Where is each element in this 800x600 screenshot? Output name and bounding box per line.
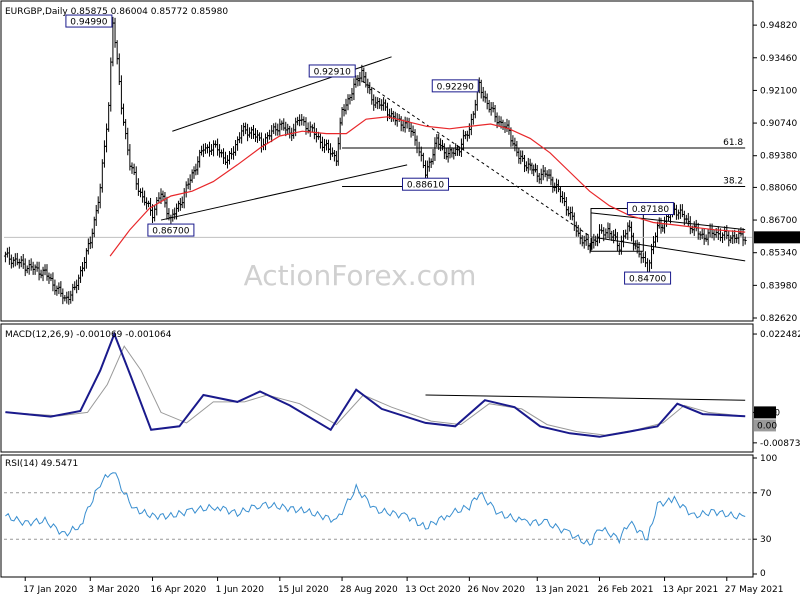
rsi-y-tick-label: 100 [760, 454, 777, 464]
macd-tag-1: 0.00 [757, 408, 777, 418]
macd-title: MACD(12,26,9) -0.001069 -0.001064 [5, 330, 172, 340]
macd-trendline-0 [425, 394, 746, 401]
x-tick-label: 13 Apr 2021 [663, 585, 719, 595]
macd-lines [5, 331, 746, 438]
x-tick-label: 28 Aug 2020 [340, 585, 398, 595]
price-label-0: 0.94990 [65, 14, 113, 28]
price-label-text: 0.86700 [152, 227, 189, 237]
price-label-text: 0.92910 [314, 67, 351, 77]
rsi-title: RSI(14) 49.5471 [5, 459, 78, 469]
price-label-text: 0.92290 [437, 82, 474, 92]
x-axis: 17 Jan 2020 3 Mar 2020 16 Apr 2020 1 Jun 20… [23, 577, 783, 595]
y-tick-label: 0.90740 [760, 119, 797, 129]
price-label-text: 0.87180 [632, 205, 669, 215]
y-tick-label: 0.85340 [760, 249, 797, 259]
x-tick-label: 13 Jan 2021 [535, 585, 589, 595]
dashed-trendline-0 [347, 70, 592, 238]
price-label-box [308, 64, 356, 78]
rsi-line [5, 472, 746, 546]
price-label-text: 0.94990 [70, 18, 107, 28]
price-label-box [431, 79, 479, 93]
x-tick-label: 16 Apr 2020 [151, 585, 207, 595]
watermark: ActionForex.com [244, 259, 477, 292]
ohlc-bar [743, 236, 747, 245]
macd-y-tick-label: 0.022482 [760, 330, 800, 340]
x-tick-label: 26 Feb 2021 [597, 585, 653, 595]
price-label-box [624, 271, 672, 285]
rsi-y-tick-label: 0 [760, 569, 766, 579]
x-tick-label: 17 Jan 2020 [23, 585, 77, 595]
price-label-2: 0.92910 [308, 64, 356, 78]
rsi-pane: RSI(14) 49.5471 [0, 454, 754, 578]
price-label-box [65, 14, 113, 28]
y-tick-label: 0.89380 [760, 152, 797, 162]
price-label-text: 0.84700 [629, 275, 666, 285]
x-tick-label: 3 Mar 2020 [88, 585, 140, 595]
trendline-0 [160, 164, 408, 221]
y-tick-label: 0.94820 [760, 21, 797, 31]
x-tick-label: 26 Nov 2020 [467, 585, 525, 595]
y-tick-label: 0.82620 [760, 314, 797, 324]
y-tick-label: 0.83980 [760, 281, 797, 291]
price-pane: ActionForex.com 61.838.2 0.949900.867000… [0, 0, 754, 322]
current-price-tag-text: 0.85980 [757, 233, 794, 243]
price-label-6: 0.84700 [624, 271, 672, 285]
macd-tag-2-bg [754, 419, 776, 432]
rsi-lines [4, 472, 752, 546]
rsi-y-axis: 100 70 30 0 [753, 454, 777, 579]
moving-average [109, 116, 746, 257]
current-price-tag: 0.85980 [754, 231, 800, 244]
fib-label-0: 61.8 [723, 138, 743, 148]
macd-tag-1-bg [754, 406, 776, 419]
price-labels: 0.94990 0.86700 0.92910 0.88610 0.92290 0.871… [65, 14, 674, 285]
macd-line [5, 331, 746, 438]
price-label-4: 0.92290 [431, 79, 479, 93]
price-label-1: 0.86700 [147, 223, 195, 237]
y-tick-label: 0.92100 [760, 86, 797, 96]
trendline-3 [590, 236, 746, 262]
trendline-2 [590, 212, 746, 231]
y-tick-label: 0.88060 [760, 183, 797, 193]
price-bars [3, 16, 747, 305]
rsi-y-tick-label: 30 [760, 535, 772, 545]
y-tick-label: 0.93460 [760, 54, 797, 64]
moving-average-line [109, 116, 746, 257]
x-tick-label: 13 Oct 2020 [405, 585, 461, 595]
price-label-box [626, 202, 674, 216]
price-label-5: 0.87180 [626, 202, 674, 216]
macd-tag-2: 0.00 [757, 421, 777, 431]
price-label-box [147, 223, 195, 237]
y-tick-label: 0.86700 [760, 216, 797, 226]
macd-y-tick-label: -0.008736 [760, 439, 800, 449]
rsi-y-tick-label: 70 [760, 489, 772, 499]
current-price-tag-bg [754, 231, 800, 244]
x-tick-label: 15 Jul 2020 [278, 585, 329, 595]
x-tick-label: 1 Jun 2020 [216, 585, 265, 595]
chart-header: EURGBP,Daily 0.85875 0.86004 0.85772 0.8… [5, 7, 228, 17]
macd-y-axis: 0.0224820.00-0.0087360.000.00 [753, 330, 800, 449]
price-y-axis: 0.94820 0.93460 0.92100 0.90740 0.89380 0.880… [753, 21, 800, 324]
macd-pane: MACD(12,26,9) -0.001069 -0.001064 [0, 323, 754, 453]
fib-label-1: 38.2 [723, 176, 743, 186]
price-label-3: 0.88610 [402, 177, 450, 191]
price-label-box [402, 177, 450, 191]
price-label-text: 0.88610 [407, 181, 444, 191]
x-tick-label: 27 May 2021 [725, 585, 784, 595]
